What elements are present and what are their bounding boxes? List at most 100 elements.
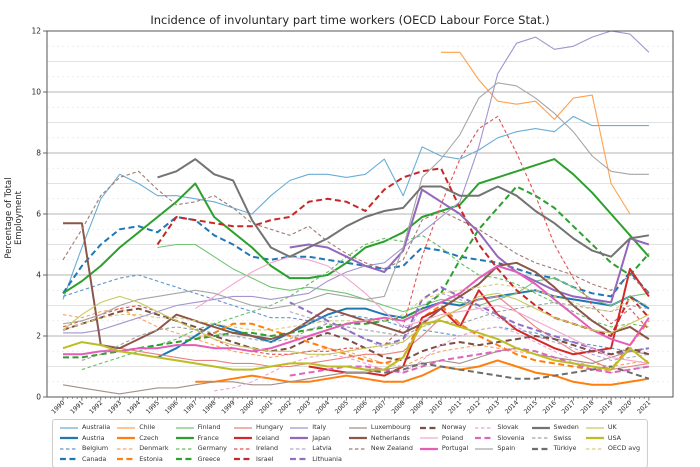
legend-label: Austria: [81, 433, 105, 442]
legend-item-iceland: Iceland: [233, 433, 283, 444]
legend-label: Estonia: [139, 454, 163, 463]
legend-line-sample: [531, 426, 550, 429]
legend-label: Norway: [441, 423, 467, 432]
y-tick-label: 8: [36, 149, 41, 158]
x-tick-label: 1995: [145, 399, 161, 415]
legend-line-sample: [59, 458, 78, 461]
legend-line-sample: [475, 448, 494, 450]
legend-column: Sweden Swiss Türkiye: [531, 423, 579, 464]
legend-column: Finland France Germany Greece: [175, 423, 227, 464]
x-tick-label: 2008: [391, 399, 407, 415]
series-line-hungary: [100, 295, 649, 371]
x-tick-label: 1994: [126, 399, 142, 415]
legend-line-sample: [233, 437, 252, 440]
legend-column: Australia Austria Belgium Canada: [59, 423, 110, 464]
legend-line-sample: [175, 427, 194, 429]
y-tick-label: 10: [31, 88, 41, 97]
legend-item-czech: Czech: [117, 434, 168, 444]
series-line-czech: [195, 359, 650, 386]
legend-item-new-zealand: New Zealand: [348, 444, 413, 454]
legend-label: Italy: [312, 423, 327, 432]
legend-item-oecd-avg: OECD avg: [585, 444, 641, 454]
legend-line-sample: [175, 458, 194, 461]
legend-item-lithuania: Lithuania: [290, 455, 342, 465]
x-tick-label: 2018: [580, 399, 596, 415]
chart-title: Incidence of involuntary part time worke…: [150, 13, 550, 27]
legend-label: Chile: [139, 423, 156, 432]
legend-label: Czech: [139, 433, 159, 442]
y-tick-label: 0: [36, 393, 41, 402]
legend-label: Germany: [197, 444, 227, 453]
y-tick-label: 2: [36, 332, 41, 341]
legend-item-chile: Chile: [117, 423, 168, 433]
legend-item-ireland: Ireland: [233, 444, 283, 454]
series-line-italy: [63, 30, 650, 334]
series-line-australia: [62, 115, 649, 300]
legend-item-usa: USA: [585, 433, 640, 444]
series-line-greece: [63, 185, 650, 359]
x-tick-label: 2015: [523, 399, 539, 415]
series-line-chile: [441, 51, 631, 215]
legend-line-sample: [348, 427, 367, 429]
legend-column: Norway Poland Portugal: [419, 423, 468, 464]
legend-line-sample: [531, 437, 550, 439]
legend-item-slovenia: Slovenia: [475, 433, 525, 444]
legend-line-sample: [585, 437, 604, 440]
legend-label: Canada: [81, 454, 107, 463]
legend-label: Spain: [497, 444, 516, 453]
legend-line-sample: [59, 448, 78, 450]
legend-label: Iceland: [255, 433, 280, 442]
legend-line-sample: [585, 448, 604, 450]
legend-label: USA: [607, 433, 622, 442]
legend-item-swiss: Swiss: [531, 434, 579, 444]
legend-label: New Zealand: [370, 444, 413, 453]
series-line-oecd-avg: [62, 283, 650, 331]
chart-legend: Australia Austria Belgium Canada Chile Czech D…: [51, 419, 649, 467]
legend-label: OECD avg: [607, 444, 641, 453]
legend-line-sample: [419, 447, 438, 450]
x-tick-label: 1998: [202, 399, 218, 415]
legend-column: Slovak Slovenia Spain: [475, 423, 525, 464]
legend-item-japan: Japan: [290, 434, 342, 444]
legend-label: Slovenia: [497, 433, 525, 442]
legend-line-sample: [233, 427, 252, 429]
legend-label: Netherlands: [370, 433, 410, 442]
x-tick-label: 2019: [598, 399, 614, 415]
x-tick-label: 2002: [277, 399, 293, 415]
legend-item-spain: Spain: [475, 444, 524, 454]
x-tick-label: 2012: [466, 399, 482, 415]
legend-item-slovak: Slovak: [475, 423, 524, 433]
legend-column: Luxembourg Netherlands New Zealand: [348, 423, 413, 464]
legend-label: Lithuania: [312, 454, 342, 463]
legend-line-sample: [419, 437, 438, 439]
legend-item-hungary: Hungary: [233, 423, 283, 433]
legend-line-sample: [475, 437, 494, 440]
legend-label: Ireland: [255, 444, 279, 453]
legend-line-sample: [117, 448, 136, 450]
x-tick-label: 2004: [315, 399, 331, 415]
x-tick-label: 2005: [334, 399, 350, 415]
x-tick-label: 2010: [428, 399, 444, 415]
legend-label: Slovak: [497, 423, 519, 432]
legend-item-france: France: [175, 434, 227, 444]
series-line-slovak: [214, 326, 649, 392]
legend-item-luxembourg: Luxembourg: [348, 423, 413, 433]
series-line-lithuania: [289, 286, 650, 356]
legend-item-netherlands: Netherlands: [348, 433, 413, 444]
legend-item-italy: Italy: [290, 423, 342, 433]
series-line-israel: [156, 167, 650, 337]
legend-item-norway: Norway: [419, 423, 468, 433]
series-line-swiss: [81, 301, 649, 361]
x-tick-label: 1991: [69, 399, 85, 415]
x-tick-label: 2007: [372, 399, 388, 415]
legend-line-sample: [348, 448, 367, 450]
legend-item-uk: UK: [585, 423, 640, 433]
legend-item-israel: Israel: [233, 455, 283, 465]
legend-line-sample: [233, 448, 252, 450]
x-tick-label: 2011: [447, 399, 463, 415]
series-line-new-zealand: [62, 170, 650, 294]
series-line-portugal: [63, 264, 650, 356]
legend-label: Greece: [197, 454, 221, 463]
